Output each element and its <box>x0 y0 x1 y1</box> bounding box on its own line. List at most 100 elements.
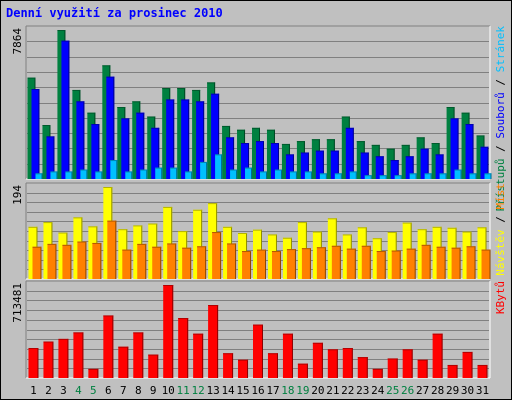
bar-top <box>342 348 353 350</box>
bar-fill <box>481 249 491 279</box>
bar-top <box>421 244 431 246</box>
bar-fill <box>151 127 160 179</box>
bar-fill <box>454 169 462 179</box>
bar-top <box>461 112 470 114</box>
bar-shadow <box>321 342 323 378</box>
bar-shadow <box>248 143 250 179</box>
x-tick-label: 19 <box>296 384 309 397</box>
legend-navstev-mist: Návštěv / Míst <box>494 183 507 276</box>
bar-top <box>166 99 175 101</box>
bar-top <box>125 171 133 173</box>
bar-top <box>300 152 309 154</box>
bar-top <box>416 137 425 139</box>
bar-fill <box>271 251 281 279</box>
legend-separator: / <box>494 210 507 230</box>
bar-shadow <box>351 348 353 378</box>
bar-shadow <box>280 169 282 179</box>
bar-pristupy-soubory-stranky-Souborů-23 <box>360 152 369 179</box>
bar-navstev-mist-Míst-20 <box>316 247 326 279</box>
bar-top <box>207 82 216 84</box>
bar-fill <box>406 248 416 279</box>
bar-shadow <box>396 358 398 378</box>
x-tick-label: 2 <box>45 384 52 397</box>
bar-top <box>62 244 72 246</box>
x-tick-label: 15 <box>236 384 249 397</box>
bar-fill <box>46 136 55 179</box>
bar-top <box>431 143 440 145</box>
bar-kbytu-KBytů-20 <box>312 342 323 378</box>
bar-fill <box>110 160 118 179</box>
bar-shadow <box>475 173 477 179</box>
bar-top <box>106 76 115 78</box>
bar-pristupy-soubory-stranky-Souborů-15 <box>241 143 250 179</box>
bar-fill <box>409 173 417 179</box>
bar-fill <box>80 169 88 179</box>
bar-top <box>386 148 395 150</box>
bar-shadow <box>236 169 238 179</box>
bar-navstev-mist-Míst-4 <box>77 241 87 279</box>
bar-fill <box>405 156 414 179</box>
bar-navstev-mist-Míst-16 <box>257 249 266 279</box>
bar-top <box>402 349 413 351</box>
bar-top <box>402 222 412 224</box>
panel-pristupy-soubory-stranky <box>25 25 492 180</box>
bar-top <box>357 227 367 229</box>
bar-fill <box>223 353 234 378</box>
bar-pristupy-soubory-stranky-Souborů-7 <box>121 118 130 179</box>
panel-kbytu <box>25 280 491 379</box>
bar-shadow <box>157 354 159 378</box>
bar-shadow <box>322 150 324 179</box>
bar-pristupy-soubory-stranky-Stránek-31 <box>484 173 492 179</box>
bar-shadow <box>191 171 193 179</box>
bar-kbytu-KBytů-31 <box>477 364 488 378</box>
bar-top <box>80 169 88 171</box>
bar-shadow <box>340 173 342 179</box>
bar-shadow <box>235 243 237 279</box>
bar-top <box>42 125 51 127</box>
bar-kbytu-KBytů-28 <box>432 333 443 378</box>
bar-navstev-mist-Míst-10 <box>167 243 177 279</box>
bar-shadow <box>369 245 371 279</box>
bar-fill <box>282 333 293 378</box>
bar-navstev-mist-Míst-28 <box>436 246 446 279</box>
bar-fill <box>312 342 323 378</box>
bar-pristupy-soubory-stranky-Stránek-14 <box>230 169 238 179</box>
bar-navstev-mist-Míst-1 <box>32 246 42 279</box>
x-tick-label: 22 <box>341 384 354 397</box>
bar-shadow <box>279 251 281 279</box>
bar-pristupy-soubory-stranky-Stránek-19 <box>304 171 312 179</box>
bar-top <box>424 173 432 175</box>
bar-top <box>447 227 457 229</box>
bar-top <box>360 152 369 154</box>
bar-top <box>420 148 429 150</box>
bar-navstev-mist-Míst-29 <box>451 247 461 279</box>
bar-shadow <box>445 173 447 179</box>
bar-top <box>147 116 156 118</box>
bar-pristupy-soubory-stranky-Souborů-5 <box>91 124 100 179</box>
bar-pristupy-soubory-stranky-Souborů-29 <box>450 118 459 179</box>
bar-pristupy-soubory-stranky-Souborů-2 <box>46 136 55 179</box>
bar-kbytu-KBytů-16 <box>253 324 263 378</box>
x-tick-label: 28 <box>431 384 444 397</box>
bar-top <box>122 249 132 251</box>
bar-fill <box>424 173 432 179</box>
bar-shadow <box>307 152 309 179</box>
bar-navstev-mist-Míst-27 <box>421 244 431 279</box>
bar-fill <box>451 247 461 279</box>
bar-pristupy-soubory-stranky-Souborů-22 <box>345 127 354 179</box>
bar-fill <box>450 118 459 179</box>
bar-pristupy-soubory-stranky-Souborů-31 <box>480 146 489 179</box>
bar-fill <box>212 232 222 279</box>
x-tick-label: 3 <box>60 384 67 397</box>
bar-top <box>212 232 222 234</box>
bar-shadow <box>352 127 354 179</box>
x-tick-label: 21 <box>326 384 339 397</box>
bar-pristupy-soubory-stranky-Souborů-21 <box>330 150 339 179</box>
bar-top <box>133 332 144 334</box>
bar-pristupy-soubory-stranky-Souborů-19 <box>300 152 309 179</box>
bar-navstev-mist-Míst-22 <box>346 248 356 279</box>
bar-fill <box>285 154 294 179</box>
bar-pristupy-soubory-stranky-Souborů-11 <box>181 99 190 179</box>
bar-pristupy-soubory-stranky-Stránek-1 <box>35 173 43 179</box>
bar-fill <box>260 171 267 179</box>
